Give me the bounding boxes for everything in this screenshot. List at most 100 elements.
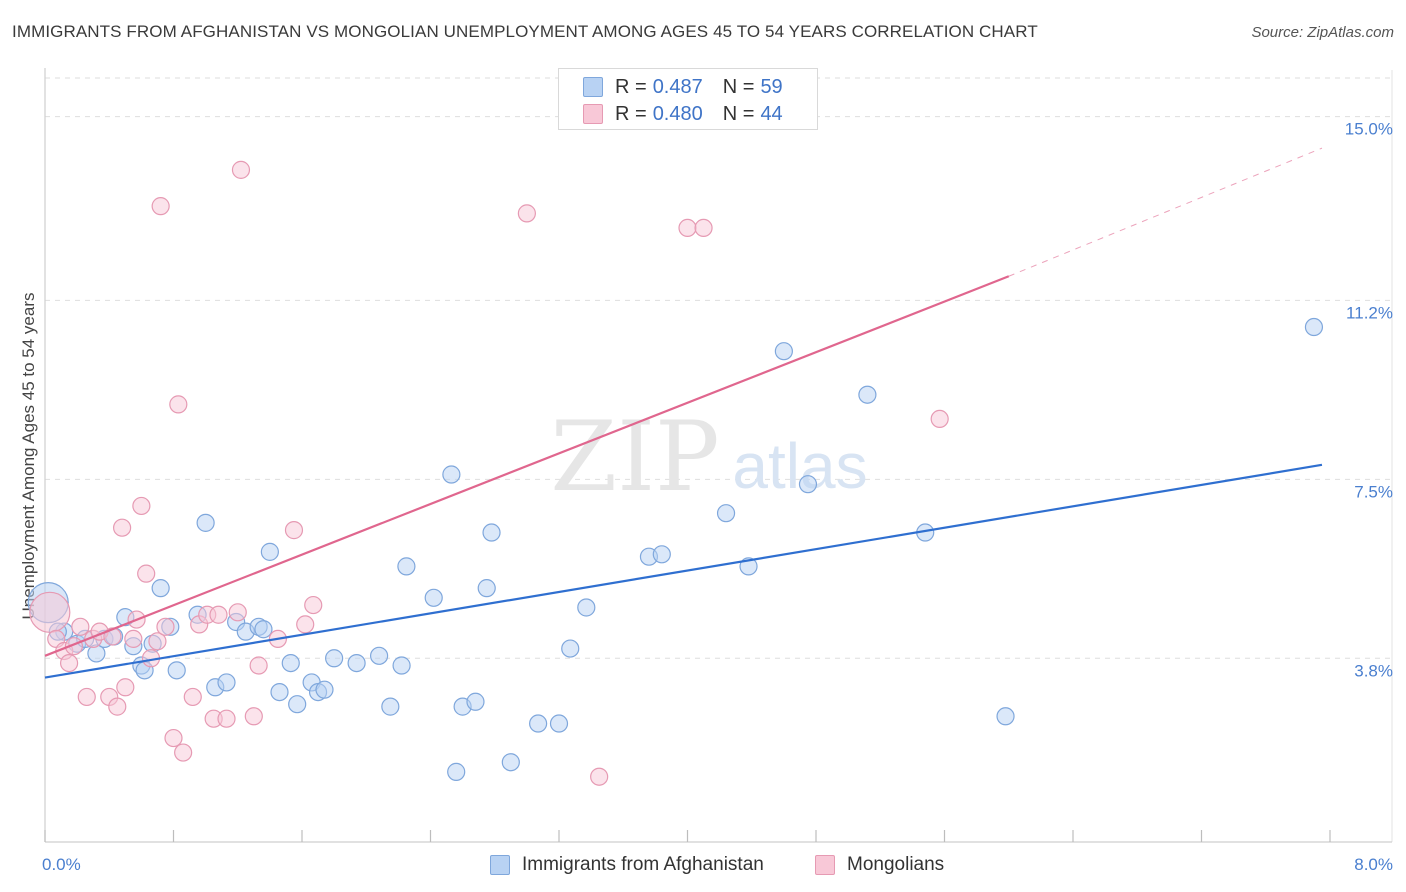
legend-r-value: 0.487 [652,75,703,98]
mongolians-point [59,653,79,673]
legend-row-afghanistan: R = 0.487 N = 59 [583,74,783,100]
afghanistan-point [424,588,443,607]
mongolians-point [148,632,167,651]
x-tick-label: 0.0% [42,855,81,874]
legend-item-afghanistan[interactable]: Immigrants from Afghanistan [490,852,764,878]
afghanistan-point [167,661,186,680]
afghanistan-point [381,697,400,716]
legend-r-value: 0.480 [652,102,703,125]
correlation-legend: R = 0.487 N = 59 R = 0.480 N = 44 [558,68,818,130]
watermark-atlas: atlas [732,430,867,502]
y-tick-label: 3.8% [1354,661,1393,680]
y-tick-label: 11.2% [1346,303,1393,322]
mongolians-point [71,617,90,636]
trend-lines [44,147,1323,679]
mongolians-point [174,743,193,762]
grid-lines [45,70,1393,842]
mongolians-point [112,518,132,537]
series-legend: Immigrants from Afghanistan Mongolians [0,852,1406,878]
mongolians-point [169,395,188,414]
mongolians-point [694,218,713,237]
mongolians-point [183,687,202,707]
afghanistan-point [288,695,307,714]
legend-label-afghanistan: Immigrants from Afghanistan [522,854,764,875]
mongolians-point [151,197,170,216]
legend-n-value: 59 [760,75,783,98]
legend-r-label: R = [615,75,647,98]
afghanistan-point [652,545,671,564]
afghanistan-point [561,639,580,658]
mongolians-point [132,496,151,516]
legend-n-label: N = [722,75,755,98]
afghanistan-point [281,653,300,673]
mongolians-point [228,603,247,622]
mongolians-point [930,409,949,428]
mongolians-point [156,617,175,636]
legend-swatch-pink [583,104,603,124]
legend-n-label: N = [722,102,755,125]
mongolians-point [209,605,228,624]
afghanistan-point [447,762,466,781]
mongolians-point [296,615,315,634]
afghanistan-point [270,683,289,702]
afghanistan-point [716,504,736,523]
mongolians-trend-extrapolation [1008,147,1323,277]
mongolians-point [137,564,156,583]
afghanistan-point [774,342,793,361]
y-tick-label: 15.0% [1345,120,1393,139]
watermark-zip: ZIP [550,401,719,513]
afghanistan-point [996,707,1015,726]
mongolians-point [590,767,609,786]
x-tick-label: 8.0% [1354,855,1393,874]
afghanistan-point [442,465,461,484]
mongolians-point [164,728,183,748]
afghanistan-point [466,692,485,711]
afghanistan-point [858,385,877,404]
afghanistan-trend-line [44,463,1323,679]
afghanistan-point [151,579,170,598]
chart-source: Source: ZipAtlas.com [1251,24,1394,41]
afghanistan-point [397,557,416,576]
mongolians-point [678,218,697,237]
mongolians-point [29,591,71,633]
legend-swatch-pink [815,855,835,875]
afghanistan-point [798,475,818,494]
chart-title: IMMIGRANTS FROM AFGHANISTAN VS MONGOLIAN… [12,22,1038,41]
mongolians-point [116,678,135,697]
mongolians-point [77,687,96,707]
mongolians-point [244,707,263,726]
legend-n-value: 44 [760,102,783,125]
mongolians-point [517,204,536,223]
afghanistan-point [217,673,236,692]
mongolians-point [103,627,122,646]
afghanistan-point [325,649,344,668]
watermark: ZIP atlas [550,401,867,513]
mongolians-point [249,656,268,675]
afghanistan-point [501,753,520,772]
legend-item-mongolians[interactable]: Mongolians [815,852,944,878]
mongolians-point [304,595,323,615]
afghanistan-point [370,646,389,665]
afghanistan-point [347,653,366,673]
mongolians-point [284,521,304,540]
legend-swatch-blue [490,855,510,875]
y-tick-label: 7.5% [1354,482,1393,501]
legend-swatch-blue [583,77,603,97]
legend-r-label: R = [615,102,647,125]
mongolians-trend-line [44,275,1010,657]
afghanistan-point [254,620,273,639]
legend-label-mongolians: Mongolians [847,854,945,875]
legend-row-mongolians: R = 0.480 N = 44 [583,101,783,127]
afghanistan-point [315,680,334,699]
mongolians-point [108,697,127,716]
afghanistan-point [392,656,411,675]
afghanistan-point [577,598,596,617]
afghanistan-point [529,714,548,733]
afghanistan-point [196,513,215,532]
afghanistan-point [482,523,501,542]
axes [44,68,1392,843]
mongolians-point [217,709,236,728]
afghanistan-point [260,542,279,561]
mongolians-point [231,160,251,179]
